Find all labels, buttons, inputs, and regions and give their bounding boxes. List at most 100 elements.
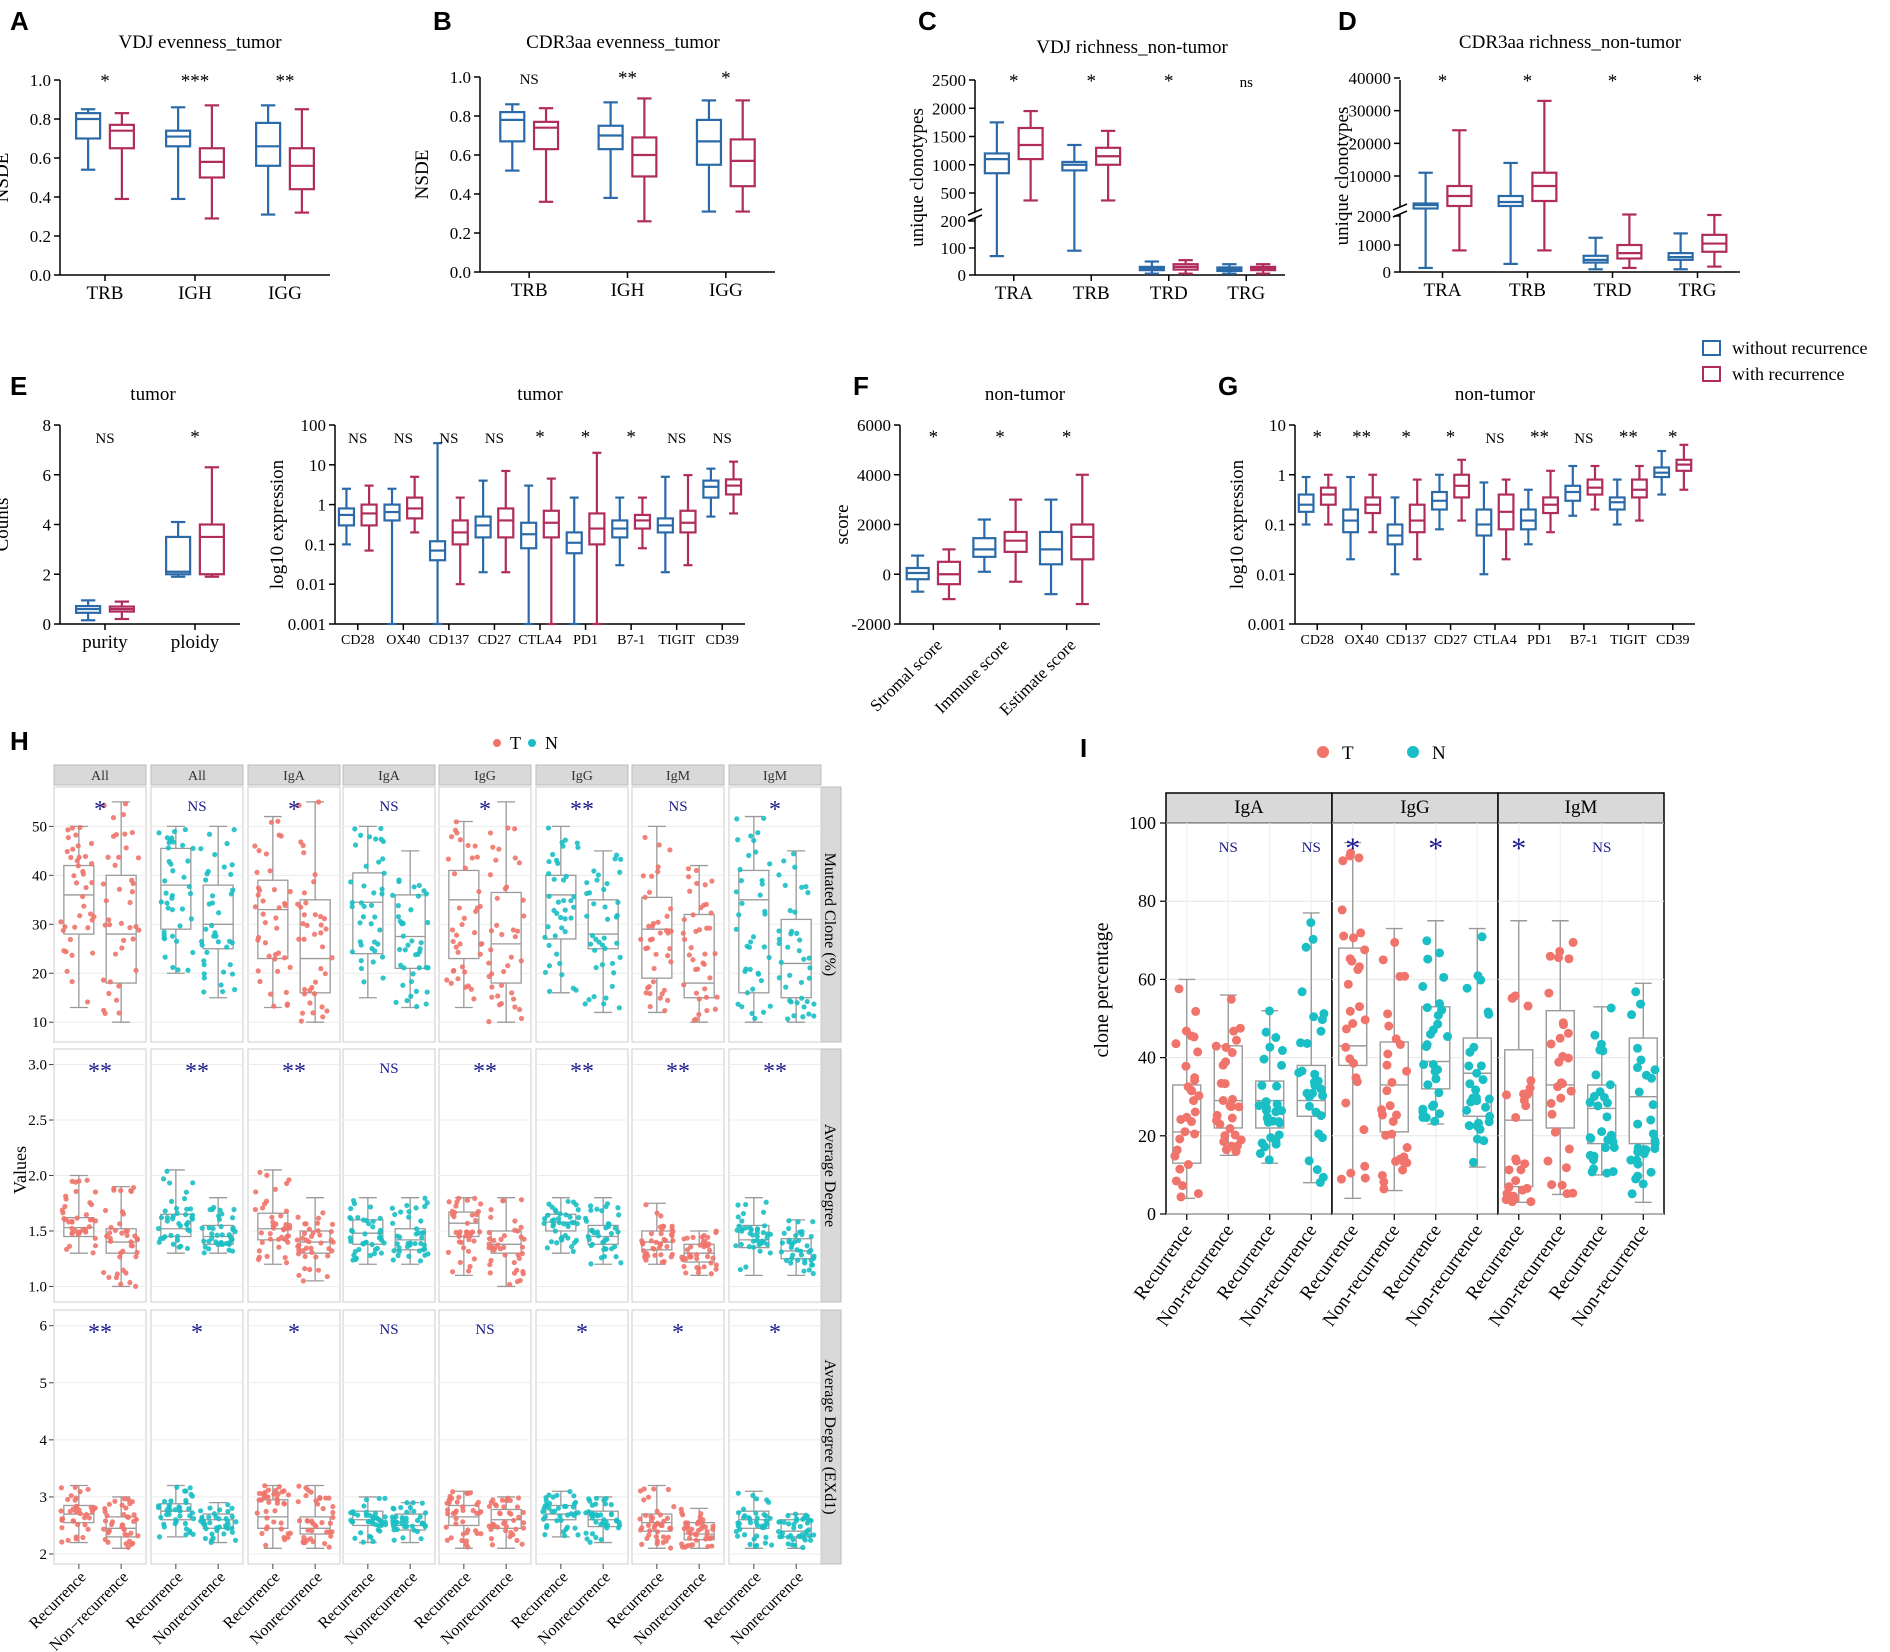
data-point: [419, 1234, 425, 1241]
data-point: [1648, 1100, 1658, 1110]
data-point: [1519, 1089, 1529, 1099]
data-point: [182, 1520, 188, 1527]
data-point: [519, 1250, 525, 1257]
data-point: [638, 936, 644, 942]
data-point: [1423, 954, 1433, 964]
data-point: [658, 1231, 664, 1237]
data-point: [229, 1505, 235, 1511]
data-point: [67, 936, 74, 943]
data-point: [201, 1238, 207, 1244]
data-point: [69, 1219, 75, 1225]
facet-strip-label: All: [91, 769, 109, 784]
data-point: [164, 1218, 170, 1224]
y-tick-label: 2000: [932, 99, 966, 118]
data-point: [63, 949, 69, 955]
data-point: [1382, 1086, 1392, 1096]
data-point: [513, 1526, 519, 1532]
data-point: [520, 1509, 526, 1515]
data-point: [650, 1245, 656, 1251]
data-point: [1263, 1117, 1273, 1127]
data-point: [670, 1237, 676, 1244]
data-point: [391, 1527, 397, 1533]
box-with-recurrence: [1586, 464, 1604, 511]
data-point: [400, 933, 406, 939]
data-point: [486, 1019, 492, 1025]
data-point: [510, 996, 517, 1002]
data-point: [1476, 975, 1486, 985]
data-point: [281, 955, 288, 961]
data-point: [330, 1514, 336, 1520]
data-point: [1341, 1024, 1351, 1034]
data-point: [654, 1529, 661, 1535]
data-point: [645, 1494, 652, 1500]
data-point: [69, 979, 75, 985]
box-without-recurrence: [1497, 161, 1524, 265]
data-point: [1606, 1130, 1616, 1140]
data-point: [73, 1509, 79, 1515]
data-point: [560, 897, 567, 904]
data-point: [165, 845, 172, 851]
data-point: [1178, 1181, 1188, 1191]
data-point: [116, 1010, 122, 1016]
data-point: [617, 856, 624, 862]
box-iqr: [1070, 523, 1095, 561]
data-point: [1343, 979, 1353, 989]
data-point: [299, 1235, 306, 1241]
data-point: [680, 930, 686, 936]
y-axis-label: score: [832, 504, 853, 544]
data-point: [544, 1245, 550, 1251]
data-point: [177, 923, 183, 929]
data-point: [557, 1513, 563, 1519]
data-point: [788, 1260, 794, 1266]
data-point: [229, 1514, 235, 1520]
data-point: [763, 1199, 769, 1205]
significance-marker: *: [769, 1320, 781, 1346]
data-point: [746, 944, 753, 950]
data-point: [545, 871, 552, 877]
data-point: [1554, 1057, 1564, 1067]
data-point: [758, 978, 764, 984]
data-point: [660, 1223, 666, 1229]
data-point: [1360, 1173, 1370, 1183]
data-point: [575, 1207, 581, 1213]
data-point: [229, 1529, 235, 1535]
data-point: [564, 1524, 571, 1530]
y-tick-label: 3.0: [28, 1058, 47, 1074]
data-point: [519, 1541, 525, 1547]
panel-title: tumor: [130, 384, 176, 405]
box-without-recurrence: [1519, 488, 1537, 546]
data-point: [381, 870, 387, 876]
data-point: [776, 928, 782, 934]
data-point: [408, 993, 414, 999]
box-iqr: [983, 152, 1010, 175]
data-point: [567, 1488, 573, 1495]
data-point: [321, 916, 328, 922]
data-point: [301, 850, 307, 856]
data-point: [1465, 1047, 1475, 1057]
data-point: [806, 955, 812, 961]
data-point: [690, 912, 696, 918]
data-point: [505, 825, 511, 831]
data-point: [1379, 1177, 1389, 1187]
data-point: [449, 1495, 455, 1501]
data-point: [257, 978, 263, 985]
data-point: [310, 1010, 316, 1016]
box-iqr: [108, 123, 135, 150]
y-tick-label: 0.01: [296, 575, 326, 594]
data-point: [690, 957, 696, 963]
data-point: [1544, 988, 1554, 998]
data-point: [121, 1496, 127, 1502]
significance-marker: NS: [439, 431, 458, 447]
data-point: [753, 849, 759, 855]
data-point: [330, 1509, 336, 1516]
data-point: [1172, 1145, 1182, 1155]
data-point: [488, 1536, 495, 1542]
data-point: [798, 1252, 805, 1258]
data-point: [166, 840, 172, 846]
data-point: [642, 1254, 648, 1261]
data-point: [396, 946, 403, 953]
data-point: [303, 1221, 309, 1227]
data-point: [1221, 1145, 1231, 1155]
data-point: [637, 1488, 644, 1494]
data-point: [735, 1214, 741, 1220]
